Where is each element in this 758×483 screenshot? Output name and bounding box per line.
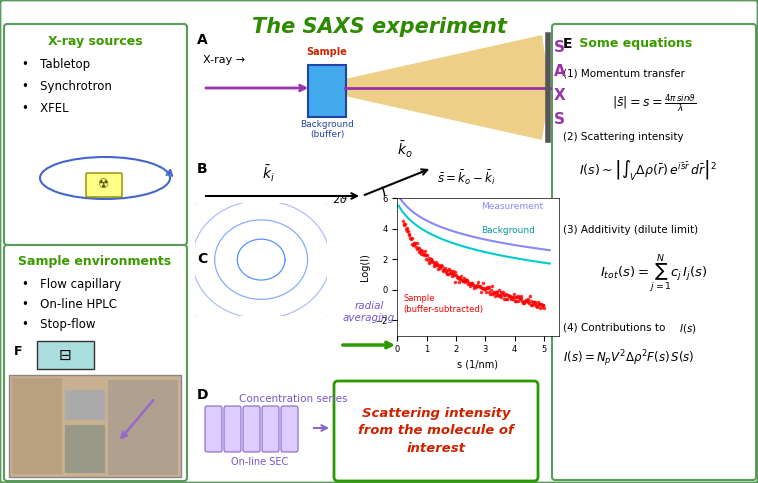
Text: •   On-line HPLC: • On-line HPLC bbox=[22, 298, 117, 311]
Point bbox=[426, 257, 438, 265]
Point bbox=[443, 267, 455, 274]
Point bbox=[477, 279, 489, 286]
Point bbox=[473, 282, 485, 290]
Point bbox=[457, 277, 469, 285]
Point bbox=[421, 251, 434, 259]
Point bbox=[415, 246, 427, 254]
Point bbox=[527, 298, 539, 306]
Point bbox=[456, 278, 468, 285]
Point bbox=[492, 292, 504, 299]
Point bbox=[494, 291, 506, 298]
Point bbox=[493, 286, 505, 294]
Text: B: B bbox=[197, 162, 208, 176]
FancyBboxPatch shape bbox=[4, 245, 187, 481]
Point bbox=[400, 227, 412, 235]
Point bbox=[481, 283, 493, 291]
Point bbox=[459, 276, 471, 284]
FancyBboxPatch shape bbox=[4, 24, 187, 245]
Point bbox=[534, 300, 547, 308]
Point bbox=[421, 256, 434, 264]
Text: Measurement: Measurement bbox=[481, 202, 543, 211]
Point bbox=[502, 291, 514, 299]
Point bbox=[461, 277, 473, 285]
Point bbox=[478, 285, 490, 293]
Point bbox=[468, 284, 480, 292]
Point bbox=[424, 256, 437, 263]
Text: E: E bbox=[563, 37, 572, 51]
Point bbox=[466, 280, 478, 288]
Point bbox=[434, 262, 446, 270]
Text: X-ray →: X-ray → bbox=[203, 55, 245, 65]
Point bbox=[435, 261, 447, 269]
Point bbox=[438, 265, 450, 272]
Text: Sample environments: Sample environments bbox=[18, 255, 171, 268]
Point bbox=[484, 290, 496, 298]
Text: •   Synchrotron: • Synchrotron bbox=[22, 80, 112, 93]
FancyBboxPatch shape bbox=[308, 65, 346, 117]
Point bbox=[416, 247, 428, 255]
Text: S: S bbox=[554, 112, 565, 127]
Point bbox=[404, 234, 416, 242]
Point bbox=[446, 270, 459, 278]
Text: A: A bbox=[197, 33, 208, 47]
Text: S: S bbox=[554, 40, 565, 55]
Text: •   Stop-flow: • Stop-flow bbox=[22, 318, 96, 331]
Point bbox=[453, 273, 465, 281]
Point bbox=[535, 300, 547, 308]
Point bbox=[537, 301, 550, 309]
Point bbox=[439, 264, 451, 271]
Text: Background
(buffer): Background (buffer) bbox=[300, 120, 354, 140]
Point bbox=[506, 293, 518, 301]
Point bbox=[469, 282, 481, 290]
Point bbox=[408, 239, 420, 247]
Point bbox=[514, 295, 526, 303]
Point bbox=[403, 230, 415, 238]
Point bbox=[397, 217, 409, 225]
Point bbox=[529, 300, 541, 308]
Point bbox=[432, 266, 444, 273]
Point bbox=[465, 279, 477, 286]
Point bbox=[460, 276, 472, 284]
Point bbox=[446, 272, 458, 280]
Point bbox=[418, 252, 431, 259]
Point bbox=[468, 282, 481, 290]
Point bbox=[411, 239, 423, 247]
Text: Scattering intensity
from the molecule of
interest: Scattering intensity from the molecule o… bbox=[358, 407, 514, 455]
Point bbox=[518, 299, 530, 307]
Point bbox=[453, 275, 465, 283]
Text: $|\bar{s}| = s = \frac{4\pi\,sin\vartheta}{\lambda}$: $|\bar{s}| = s = \frac{4\pi\,sin\varthet… bbox=[612, 92, 696, 114]
Point bbox=[437, 267, 449, 274]
Point bbox=[490, 289, 502, 297]
Point bbox=[489, 292, 501, 300]
Text: X-ray sources: X-ray sources bbox=[48, 35, 143, 48]
Point bbox=[405, 235, 417, 242]
FancyBboxPatch shape bbox=[224, 406, 241, 452]
Point bbox=[465, 279, 478, 287]
Text: The SAXS experiment: The SAXS experiment bbox=[252, 17, 506, 37]
Point bbox=[450, 270, 462, 278]
Point bbox=[433, 263, 445, 271]
Text: D: D bbox=[197, 388, 208, 402]
Point bbox=[467, 281, 479, 289]
Point bbox=[499, 291, 511, 299]
Point bbox=[409, 241, 421, 249]
Point bbox=[512, 293, 524, 300]
Point bbox=[398, 221, 410, 228]
Point bbox=[532, 298, 544, 306]
Point bbox=[440, 268, 452, 275]
Point bbox=[470, 284, 482, 291]
Point bbox=[440, 268, 453, 275]
Point bbox=[456, 277, 468, 284]
Text: $I(s) = N_p V^2 \Delta\rho^2 F(s)\,S(s)$: $I(s) = N_p V^2 \Delta\rho^2 F(s)\,S(s)$ bbox=[563, 348, 694, 369]
Text: A: A bbox=[554, 64, 565, 79]
Point bbox=[454, 274, 466, 282]
Point bbox=[509, 297, 521, 305]
Point bbox=[475, 284, 487, 292]
Point bbox=[515, 294, 527, 302]
Point bbox=[504, 292, 516, 300]
Point bbox=[448, 271, 460, 279]
Point bbox=[513, 294, 525, 301]
Text: ☢: ☢ bbox=[99, 179, 110, 191]
Point bbox=[479, 285, 491, 293]
